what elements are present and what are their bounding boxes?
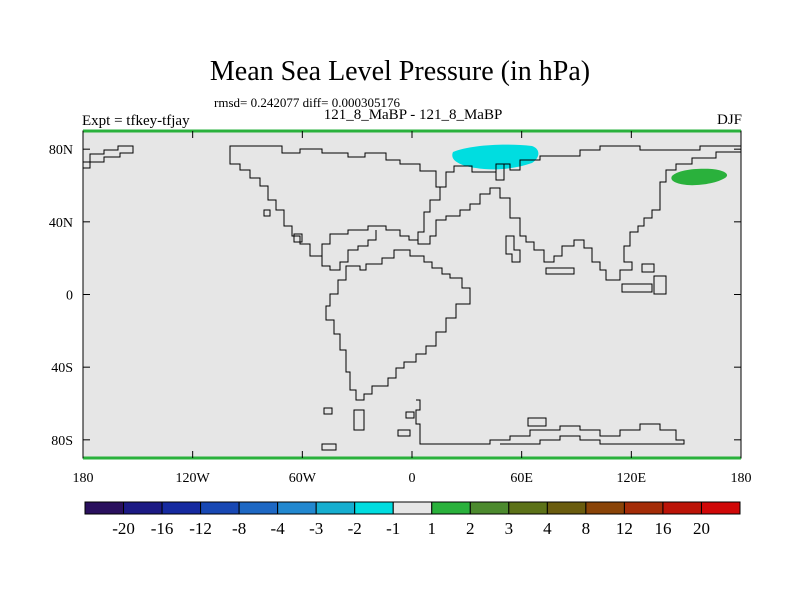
colorbar-label: 16	[654, 519, 671, 538]
x-axis-ticks: 180 120W 60W 0 60E 120E 180	[73, 131, 752, 486]
colorbar: -20 -16 -12 -8 -4 -3 -2 -1 1 2 3 4 8 12 16 20	[84, 501, 741, 538]
colorbar-label: -4	[271, 519, 286, 538]
coastline-island-5	[545, 267, 575, 275]
colorbar-label: -1	[386, 519, 400, 538]
x-tick-label: 120W	[176, 471, 211, 486]
coastline-island-4	[321, 443, 337, 451]
coastline-island-7	[641, 263, 655, 273]
chart-subtitle: 121_8_MaBP - 121_8_MaBP	[323, 107, 503, 123]
x-tick-label: 180	[73, 471, 94, 486]
y-tick-label: 40S	[51, 361, 73, 376]
colorbar-swatch	[123, 501, 163, 515]
colorbar-swatch	[238, 501, 279, 515]
colorbar-label: 12	[616, 519, 633, 538]
coastline-inland-sea	[495, 163, 505, 181]
y-tick-label: 40N	[49, 216, 73, 231]
coastline-southern-continent	[415, 399, 685, 445]
season-label: DJF	[716, 112, 742, 128]
x-tick-label: 120E	[617, 471, 647, 486]
anomaly-positive	[671, 168, 728, 186]
colorbar-label: -16	[151, 519, 174, 538]
coastline-eastern-continent	[417, 145, 742, 281]
colorbar-label: 3	[505, 519, 514, 538]
colorbar-swatch	[161, 501, 202, 515]
colorbar-swatch	[200, 501, 240, 515]
coastline-western-continent	[229, 145, 441, 257]
coastline-island-3	[397, 429, 411, 437]
colorbar-label: -8	[232, 519, 246, 538]
x-tick-label: 180	[731, 471, 752, 486]
y-tick-label: 0	[66, 289, 73, 304]
colorbar-swatch	[546, 501, 587, 515]
coastline-island-8	[653, 275, 667, 295]
chart-title: Mean Sea Level Pressure (in hPa)	[209, 56, 591, 87]
coastlines	[83, 145, 742, 451]
coastline-northern-america	[83, 145, 134, 169]
colorbar-label: 20	[693, 519, 710, 538]
coastline-southern-isthmus	[321, 230, 377, 271]
coastline-island-11	[405, 411, 415, 419]
colorbar-label: -2	[348, 519, 362, 538]
colorbar-swatch	[700, 501, 741, 515]
coastline-island-2	[353, 409, 365, 431]
x-tick-label: 0	[409, 471, 416, 486]
coastline-southwest-continent	[325, 249, 471, 401]
coastline-island-6	[621, 283, 653, 293]
anomaly-layer	[452, 144, 728, 186]
colorbar-label: 1	[428, 519, 437, 538]
map-background	[83, 131, 741, 458]
colorbar-swatch	[469, 501, 510, 515]
colorbar-swatch	[354, 501, 394, 515]
colorbar-label: -12	[189, 519, 212, 538]
coastline-island-10	[293, 233, 303, 243]
x-tick-label: 60E	[510, 471, 533, 486]
y-tick-label: 80N	[49, 143, 73, 158]
y-axis-ticks: 80N 40N 0 40S 80S	[49, 143, 741, 449]
x-tick-label: 60W	[289, 471, 317, 486]
colorbar-label: -3	[309, 519, 323, 538]
coastline-east-peninsula	[505, 235, 521, 263]
anomaly-negative	[452, 144, 539, 170]
colorbar-swatch	[84, 501, 125, 515]
colorbar-label: 8	[582, 519, 591, 538]
colorbar-swatch	[508, 501, 548, 515]
colorbar-label: -20	[112, 519, 135, 538]
coastline-island-1	[323, 407, 333, 415]
colorbar-swatch	[623, 501, 664, 515]
colorbar-swatch	[315, 501, 356, 515]
colorbar-swatch	[277, 501, 317, 515]
stats-text: rmsd= 0.242077 diff= 0.000305176	[214, 95, 400, 110]
experiment-label: Expt = tfkey-tfjay	[82, 113, 190, 129]
coastline-island-12	[527, 417, 547, 427]
coastline-island-9	[263, 209, 271, 217]
colorbar-swatch	[662, 501, 702, 515]
colorbar-swatch	[392, 501, 433, 515]
colorbar-label: 2	[466, 519, 475, 538]
y-tick-label: 80S	[51, 434, 73, 449]
colorbar-label: 4	[543, 519, 552, 538]
colorbar-swatch	[585, 501, 625, 515]
colorbar-swatch	[431, 501, 471, 515]
